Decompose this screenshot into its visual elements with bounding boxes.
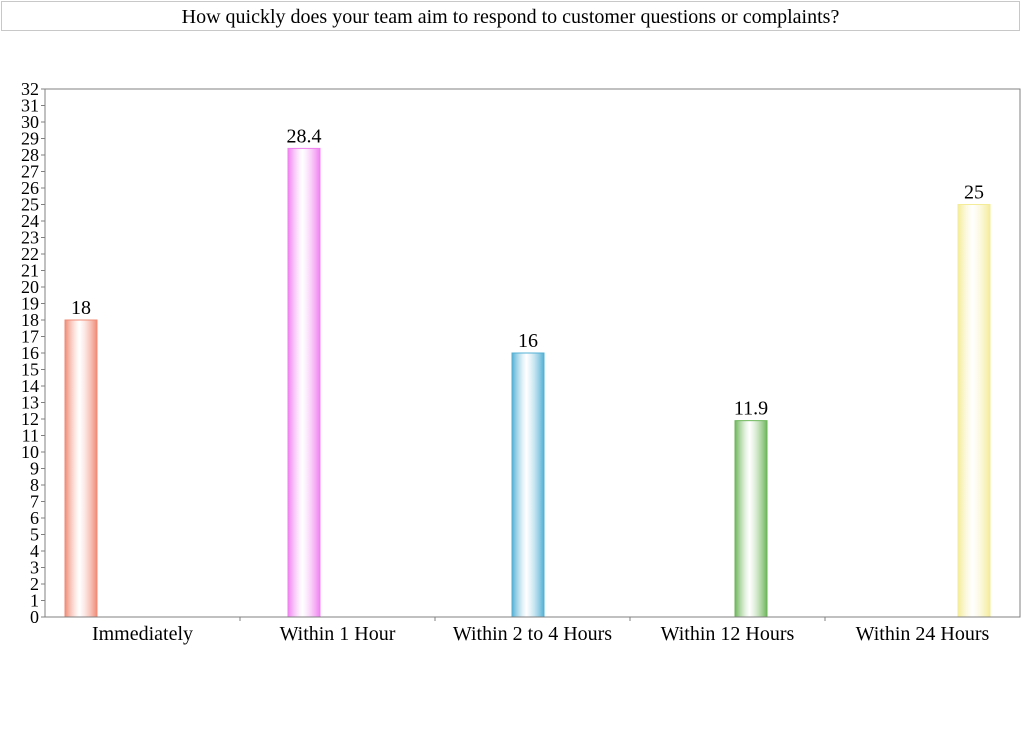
y-tick-label: 22 (21, 244, 39, 264)
y-tick-label: 28 (21, 145, 39, 165)
y-tick-label: 2 (30, 574, 39, 594)
y-tick-label: 8 (30, 475, 39, 495)
y-tick-label: 30 (21, 112, 39, 132)
y-tick-label: 9 (30, 459, 39, 479)
y-tick-label: 18 (21, 310, 39, 330)
y-tick-label: 5 (30, 525, 39, 545)
bar-value-label: 18 (71, 297, 91, 319)
x-tick-label: Within 12 Hours (661, 623, 795, 645)
y-tick-label: 12 (21, 409, 39, 429)
y-tick-label: 13 (21, 393, 39, 413)
y-axis-ticks: 0123456789101112131415161718192021222324… (21, 79, 45, 627)
x-tick-label: Within 1 Hour (280, 623, 396, 645)
y-tick-label: 23 (21, 228, 39, 248)
bar (957, 204, 991, 618)
x-tick-label: Within 2 to 4 Hours (453, 623, 612, 645)
bar-value-label: 16 (518, 330, 538, 352)
x-tick-label: Within 24 Hours (856, 623, 990, 645)
x-tick-label: Immediately (92, 623, 193, 645)
y-tick-label: 19 (21, 294, 39, 314)
bar (511, 352, 545, 618)
y-tick-label: 6 (30, 508, 39, 528)
bar-value-label: 25 (964, 182, 984, 204)
bar (64, 319, 98, 618)
y-tick-label: 24 (21, 211, 39, 231)
y-tick-label: 11 (22, 426, 39, 446)
bar (287, 147, 321, 618)
value-labels: 18 28.4 16 11.9 25 (71, 125, 984, 419)
y-tick-label: 16 (21, 343, 39, 363)
y-tick-label: 15 (21, 360, 39, 380)
plot-area (44, 88, 1021, 618)
y-tick-label: 1 (30, 591, 39, 611)
bar (734, 420, 768, 618)
bars (64, 147, 991, 618)
y-tick-label: 21 (21, 261, 39, 281)
y-tick-label: 3 (30, 558, 39, 578)
bar-value-label: 28.4 (287, 125, 322, 147)
y-tick-label: 7 (30, 492, 39, 512)
y-tick-label: 20 (21, 277, 39, 297)
y-tick-label: 0 (30, 607, 39, 627)
y-tick-label: 14 (21, 376, 39, 396)
chart-title: How quickly does your team aim to respon… (1, 1, 1020, 31)
y-tick-label: 32 (21, 79, 39, 99)
y-tick-label: 17 (21, 327, 39, 347)
y-tick-label: 26 (21, 178, 39, 198)
y-tick-label: 10 (21, 442, 39, 462)
y-tick-label: 4 (30, 541, 39, 561)
x-axis-labels: Immediately Within 1 Hour Within 2 to 4 Ho… (92, 617, 990, 645)
bar-value-label: 11.9 (734, 398, 768, 420)
y-tick-label: 27 (21, 162, 39, 182)
y-tick-label: 29 (21, 129, 39, 149)
y-tick-label: 31 (21, 96, 39, 116)
y-tick-label: 25 (21, 195, 39, 215)
